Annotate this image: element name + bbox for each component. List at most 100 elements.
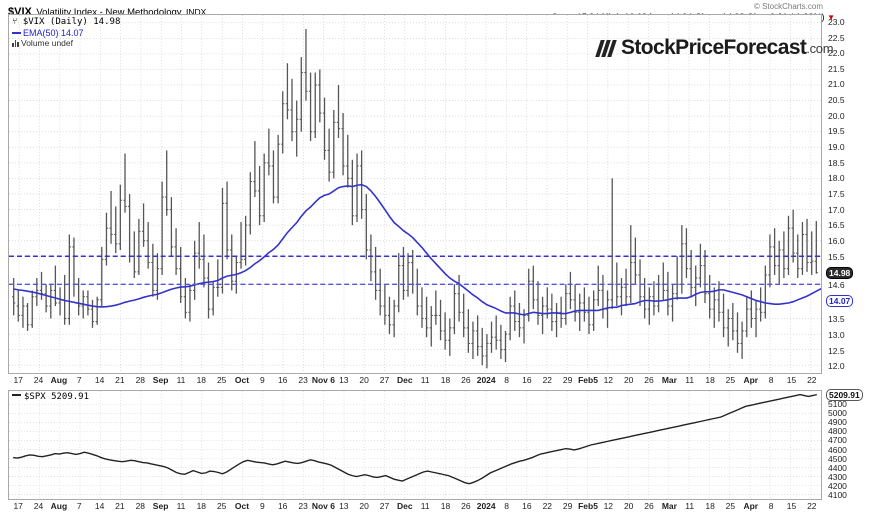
ohlc-bar [118, 184, 122, 250]
ohlc-bar [151, 243, 155, 297]
y-axis-label-spx: 4500 [828, 453, 847, 464]
ohlc-bar [805, 218, 809, 272]
y-axis-label-vix: 13.0 [828, 329, 845, 340]
x-axis-label: 23 [298, 501, 308, 511]
x-axis-label: 11 [176, 375, 186, 385]
ohlc-bar [462, 293, 466, 338]
ohlc-bar [415, 268, 419, 316]
x-axis-label: Mar [661, 501, 677, 511]
ohlc-bar [735, 312, 740, 353]
ohlc-bar [448, 318, 452, 356]
x-axis-label: Mar [661, 375, 677, 385]
exchange-label: INDX [185, 7, 207, 17]
x-axis-label: 20 [359, 375, 369, 385]
ema50-line [13, 183, 821, 316]
ohlc-bar [721, 293, 726, 338]
ohlc-bar [670, 284, 675, 322]
ohlc-bar [281, 91, 285, 154]
x-axis-label: 24 [33, 501, 44, 511]
spx-panel [8, 390, 822, 500]
ohlc-bar [638, 259, 642, 307]
ohlc-bar [773, 228, 777, 275]
ohlc-bar [601, 274, 605, 319]
ohlc-bar [791, 209, 795, 263]
ohlc-bar [25, 302, 30, 331]
ema-price-badge: 14.07 [826, 295, 854, 308]
x-axis-label: 24 [33, 375, 44, 385]
x-axis-label: 25 [216, 501, 227, 511]
x-axis-label: 15 [786, 375, 797, 385]
y-axis-label-vix: 16.0 [828, 236, 845, 246]
y-axis-label-spx: 5100 [828, 398, 847, 409]
ohlc-bar [503, 330, 508, 363]
ohlc-bar [786, 215, 791, 275]
ohlc-bar [188, 284, 192, 322]
ohlc-bar [749, 290, 753, 328]
x-axis-label: 12 [603, 375, 614, 385]
ohlc-bar [16, 290, 20, 322]
ohlc-bar [53, 265, 57, 307]
ohlc-bar [35, 278, 39, 307]
ohlc-bar [810, 231, 814, 275]
stockpriceforecast-logo: StockPriceForecast .com [595, 36, 834, 60]
ohlc-bar [128, 194, 132, 263]
ohlc-bar [624, 268, 628, 307]
ohlc-bar [290, 78, 294, 142]
spx-plot [9, 391, 821, 499]
logo-slashes-icon [595, 39, 617, 57]
legend-volume: Volume undef [12, 38, 120, 49]
ohlc-bar [216, 259, 220, 297]
ohlc-bar [689, 249, 693, 297]
y-axis-label-vix: 14.6 [828, 279, 845, 290]
y-axis-label-spx: 4300 [828, 472, 847, 483]
x-axis-label: 11 [420, 375, 430, 385]
ohlc-bar [174, 228, 178, 275]
legend-ema: EMA(50) 14.07 [12, 28, 120, 39]
x-axis-label: 25 [725, 375, 736, 385]
x-axis-label: 16 [277, 375, 288, 385]
ohlc-bar [643, 278, 647, 319]
ohlc-bar [21, 296, 25, 328]
y-axis-label-vix: 13.5 [828, 314, 845, 325]
ohlc-bar [401, 246, 406, 300]
x-axis-label: Nov 6 [311, 375, 335, 385]
ohlc-bar [680, 225, 684, 294]
y-axis-label-vix: 17.0 [828, 204, 845, 215]
x-axis-label: 18 [196, 501, 207, 511]
spx-legend: $SPX 5209.91 [12, 392, 89, 402]
ohlc-bar [392, 299, 396, 338]
x-axis-label: 16 [277, 501, 288, 511]
ohlc-bar [332, 109, 336, 179]
chart-legend: ⑂ $VIX (Daily) 14.98 EMA(50) 14.07 Volum… [12, 17, 120, 49]
x-axis-label: 15 [786, 501, 797, 511]
ohlc-bar [619, 278, 624, 316]
x-axis-label: Apr [743, 501, 759, 511]
ohlc-bar [202, 234, 206, 288]
spx-line [13, 393, 817, 485]
y-axis-label-vix: 18.5 [828, 157, 845, 168]
x-axis-label: 11 [420, 501, 430, 511]
ohlc-bar [114, 206, 118, 254]
ohlc-bar [220, 187, 225, 294]
ohlc-bar [95, 296, 99, 325]
ohlc-bar [759, 287, 763, 322]
ohlc-bar [554, 302, 559, 338]
ohlc-bar [374, 246, 378, 300]
ohlc-bar [350, 159, 354, 226]
logo-name: StockPriceForecast [621, 36, 807, 59]
x-axis-label: 14 [94, 501, 105, 511]
x-axis-label: 26 [644, 375, 654, 385]
x-axis-label: 28 [135, 501, 146, 511]
ohlc-bar [327, 128, 331, 182]
symbol-description: Volatility Index - New Methodology [36, 7, 182, 18]
ohlc-bar [438, 299, 443, 341]
x-axis-label: 8 [768, 375, 774, 385]
y-axis-label-vix: 21.0 [828, 79, 845, 90]
ohlc-bar [517, 302, 522, 338]
ohlc-bar [434, 290, 438, 325]
ohlc-bar [596, 265, 600, 307]
vix-bars-icon: ⑂ [12, 17, 18, 27]
y-axis-label-vix: 12.5 [828, 345, 845, 356]
ohlc-bar [666, 271, 670, 316]
y-axis-label-vix: 19.0 [828, 142, 845, 152]
